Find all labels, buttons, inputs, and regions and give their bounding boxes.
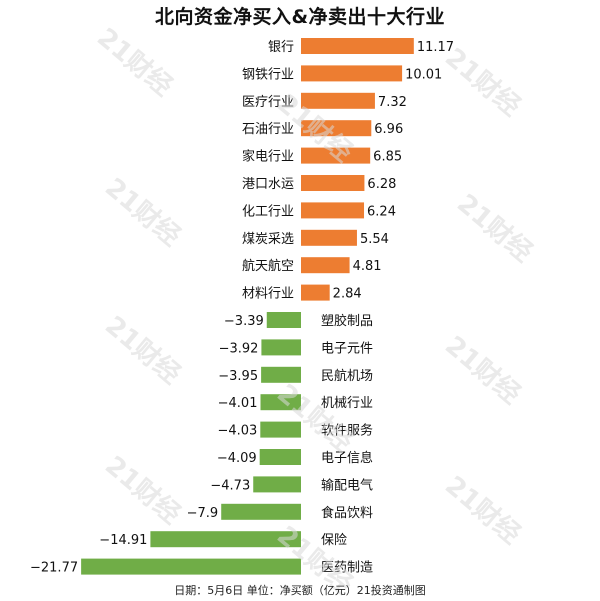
bar [301, 257, 350, 274]
bar [301, 229, 357, 246]
bar [150, 531, 301, 548]
bar [301, 65, 403, 82]
category-label: 电子元件 [321, 341, 373, 356]
category-label: 电子信息 [321, 450, 373, 466]
bar [261, 339, 301, 356]
value-label: −7.9 [187, 506, 219, 521]
bar [260, 394, 301, 411]
value-label: −3.39 [224, 314, 264, 329]
value-label: −21.77 [30, 561, 78, 576]
bar [301, 120, 372, 137]
value-label: 10.01 [405, 67, 442, 82]
category-label: 化工行业 [242, 204, 294, 219]
bar [261, 366, 301, 383]
category-label: 医疗行业 [242, 95, 294, 110]
bar [301, 202, 365, 219]
value-label: −3.95 [218, 369, 258, 384]
bar [301, 92, 375, 109]
chart-footer: 日期：5月6日 单位：净买额（亿元）21投资通制图 [174, 584, 426, 597]
bar [301, 284, 330, 301]
category-label: 保险 [321, 533, 347, 548]
bar [221, 503, 301, 520]
category-label: 食品饮料 [321, 505, 373, 521]
category-label: 软件服务 [321, 423, 373, 439]
value-label: 7.32 [378, 95, 407, 110]
bar [260, 421, 301, 438]
category-label: 家电行业 [242, 149, 294, 165]
value-label: 4.81 [353, 259, 382, 274]
category-label: 石油行业 [242, 122, 294, 137]
value-label: 6.96 [374, 122, 403, 137]
value-label: 5.54 [360, 232, 389, 247]
category-label: 材料行业 [242, 287, 294, 302]
value-label: −4.03 [217, 424, 257, 439]
bar [81, 558, 301, 575]
chart-title: 北向资金净买入&净卖出十大行业 [154, 6, 446, 28]
bar [266, 312, 301, 328]
bar [259, 449, 301, 465]
category-label: 煤炭采选 [242, 232, 294, 247]
value-label: 6.28 [367, 177, 396, 192]
bar [301, 175, 365, 191]
value-label: −14.91 [99, 533, 147, 548]
value-label: 6.85 [373, 150, 402, 165]
category-label: 塑胶制品 [321, 313, 373, 329]
category-label: 银行 [268, 40, 294, 55]
category-label: 港口水运 [242, 177, 294, 192]
category-label: 医药制造 [321, 561, 373, 576]
value-label: −4.73 [210, 478, 250, 493]
bar [301, 38, 414, 54]
bar [301, 147, 371, 164]
value-label: 11.17 [417, 40, 454, 55]
value-label: 2.84 [333, 287, 362, 302]
value-label: −3.92 [219, 341, 259, 356]
value-label: −4.09 [217, 451, 257, 466]
bar [253, 476, 301, 493]
category-label: 航天航空 [242, 258, 294, 274]
category-label: 机械行业 [321, 396, 373, 411]
category-label: 输配电气 [321, 477, 373, 493]
category-label: 钢铁行业 [242, 67, 294, 82]
category-label: 民航机场 [321, 368, 373, 384]
value-label: 6.24 [367, 204, 396, 219]
value-label: −4.01 [218, 396, 258, 411]
